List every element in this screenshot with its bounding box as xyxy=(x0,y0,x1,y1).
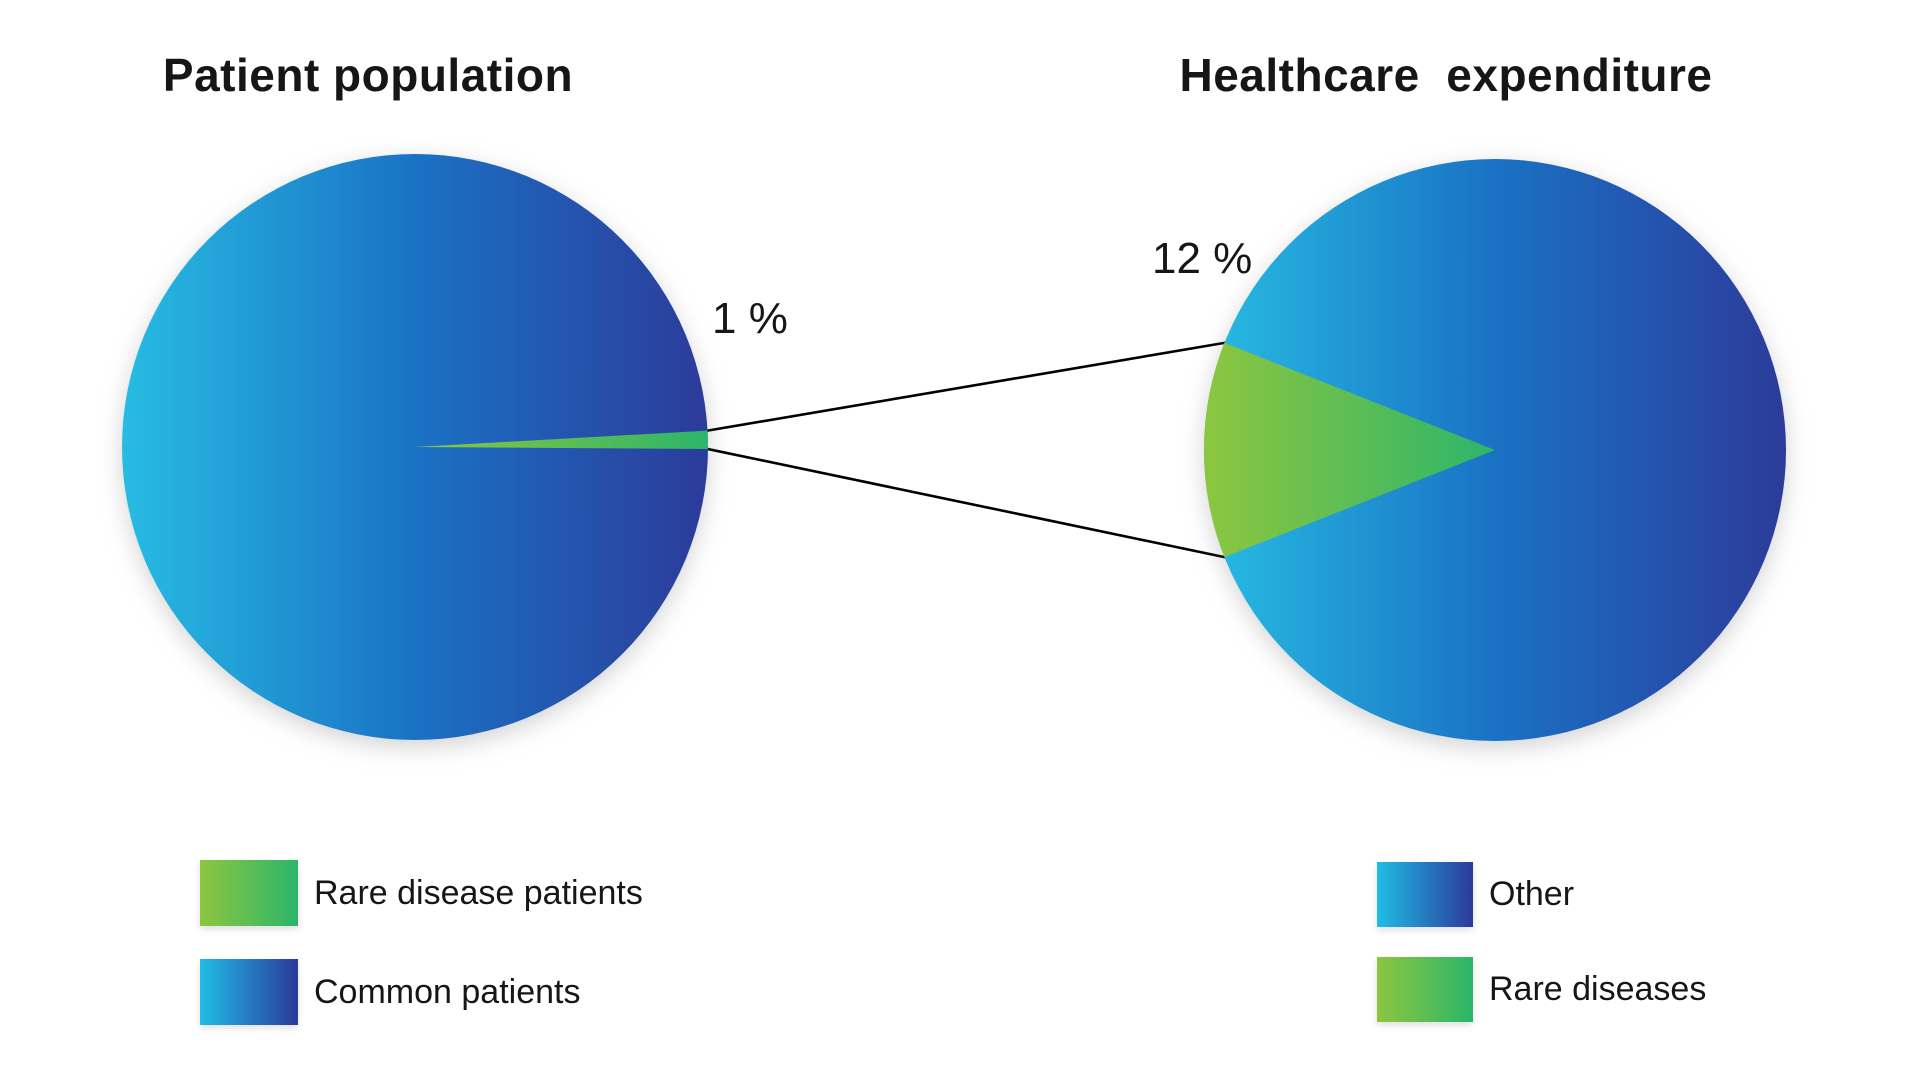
blue-gradient-swatch xyxy=(1377,862,1473,927)
legend-item-rare-diseases: Rare diseases xyxy=(1377,957,1706,1022)
connector-line-bottom xyxy=(708,449,1224,557)
legend-item-other: Other xyxy=(1377,862,1706,927)
legend-label: Other xyxy=(1489,875,1574,914)
left-pie xyxy=(122,154,708,740)
legend-label: Rare diseases xyxy=(1489,970,1706,1009)
right-chart-title: Healthcare expenditure xyxy=(1179,48,1712,102)
left-percent-label: 1 % xyxy=(712,294,788,344)
left-chart-title: Patient population xyxy=(163,48,573,102)
legend-item-common-patients: Common patients xyxy=(200,959,643,1025)
connector-line-top xyxy=(708,343,1225,431)
right-legend: Other Rare diseases xyxy=(1377,862,1706,1022)
green-gradient-swatch xyxy=(200,860,298,926)
legend-label: Common patients xyxy=(314,973,580,1012)
right-pie xyxy=(1204,159,1786,741)
right-percent-label: 12 % xyxy=(1152,234,1252,284)
blue-gradient-swatch xyxy=(200,959,298,1025)
legend-label: Rare disease patients xyxy=(314,874,643,913)
figure-two-pie-comparison: Patient population Healthcare expenditur… xyxy=(0,0,1920,1080)
green-gradient-swatch xyxy=(1377,957,1473,1022)
legend-item-rare-disease-patients: Rare disease patients xyxy=(200,860,643,926)
left-legend: Rare disease patients Common patients xyxy=(200,860,643,1025)
